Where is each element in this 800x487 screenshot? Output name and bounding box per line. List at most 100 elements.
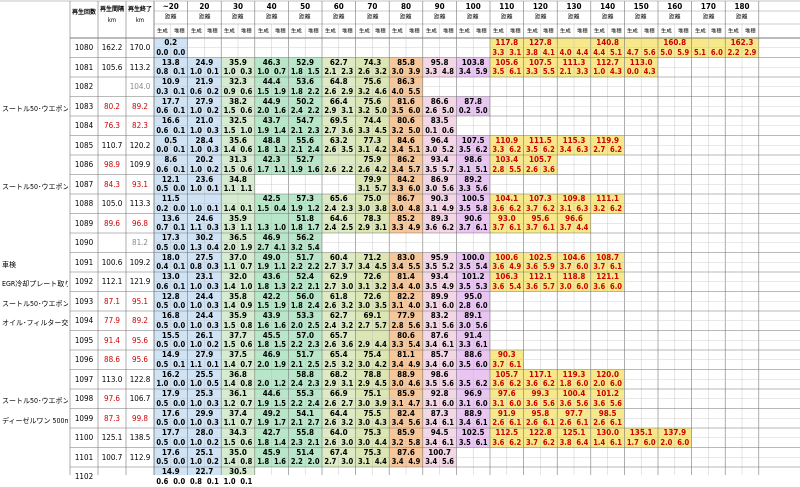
end-value: 113.3 <box>129 199 151 208</box>
distance-value: 43.9 <box>262 311 281 320</box>
accumulated-value: 5.5 <box>408 262 421 272</box>
accumulated-value: 0.7 <box>240 418 253 428</box>
accumulated-value: 6.1 <box>475 418 488 428</box>
interval-value: 87.1 <box>103 296 121 306</box>
generated-value: 2.4 <box>324 203 337 213</box>
generated-value: 3.4 <box>391 418 404 428</box>
generated-value: 1.9 <box>257 418 270 428</box>
distance-value: 42.3 <box>262 155 281 164</box>
accumulated-value: 5.9 <box>677 47 690 57</box>
generated-value: 3.4 <box>358 262 370 272</box>
generated-value: 1.5 <box>257 203 270 213</box>
accumulated-value: 6.0 <box>408 106 421 116</box>
generated-value: 0.2 <box>156 203 169 213</box>
accumulated-value: 1.6 <box>274 106 286 116</box>
accumulated-value: 0.1 <box>240 476 253 486</box>
generated-value: 2.9 <box>358 340 370 350</box>
accumulated-value: 1.5 <box>274 398 286 408</box>
accumulated-value: 5.5 <box>542 67 555 77</box>
distance-value: 28.0 <box>195 428 214 437</box>
accumulated-value: 1.7 <box>274 418 286 428</box>
generated-value: 1.0 <box>190 340 202 350</box>
generated-value: 2.1 <box>290 145 303 155</box>
distance-value: 35.9 <box>229 57 247 67</box>
accumulated-value: 6.2 <box>475 145 488 155</box>
distance-value: 28.4 <box>195 135 214 145</box>
accumulated-value: 2.2 <box>341 164 354 174</box>
accumulated-value: 5.9 <box>475 67 488 77</box>
generated-value: 2.6 <box>526 418 538 428</box>
generated-value: 3.4 <box>425 340 438 350</box>
distance-value: 75.3 <box>363 428 382 437</box>
accumulated-value: 0.0 <box>173 418 186 428</box>
bin-header: 150 <box>633 2 649 11</box>
gen-label: 生成 <box>190 27 202 35</box>
distance-value: 21.0 <box>195 116 214 125</box>
accumulated-value: 1.6 <box>307 164 320 174</box>
acc-label: 堆積 <box>442 27 454 35</box>
generated-value: 2.7 <box>324 125 337 135</box>
generated-value: 3.8 <box>526 47 538 57</box>
generated-value: 3.1 <box>458 164 471 174</box>
accumulated-value: 5.1 <box>475 164 488 174</box>
generated-value: 3.8 <box>559 437 572 447</box>
generated-value: 1.7 <box>626 437 639 447</box>
regen-number: 1099 <box>74 413 94 423</box>
generated-value: 1.9 <box>257 262 270 272</box>
distance-value: 105.7 <box>495 369 519 379</box>
accumulated-value: 4.9 <box>408 457 421 467</box>
generated-value: 3.7 <box>526 223 538 233</box>
generated-value: 1.0 <box>190 379 202 389</box>
accumulated-value: 6.1 <box>576 418 589 428</box>
distance-value: 21.9 <box>195 77 214 86</box>
generated-value: 1.0 <box>190 184 202 194</box>
accumulated-value: 0.3 <box>206 320 219 330</box>
accumulated-value: 6.0 <box>442 301 454 311</box>
generated-value: 0.8 <box>190 476 202 486</box>
row-note: 車検 <box>2 260 16 269</box>
accumulated-value: 6.2 <box>542 145 555 155</box>
accumulated-value: 4.4 <box>374 437 387 447</box>
gen-label: 生成 <box>358 27 370 35</box>
distance-value: 72.6 <box>363 272 382 281</box>
distance-value: 119.3 <box>562 369 586 379</box>
distance-value: 17.7 <box>161 96 180 106</box>
distance-value: 137.9 <box>663 428 687 437</box>
distance-value: 93.0 <box>497 213 516 223</box>
distance-value: 107.3 <box>529 194 552 203</box>
acc-label: 堆積 <box>577 27 588 35</box>
distance-label: 距離 <box>568 13 580 21</box>
generated-value: 0.7 <box>156 223 169 233</box>
distance-value: 64.4 <box>329 408 348 418</box>
accumulated-value: 6.2 <box>475 379 488 389</box>
generated-value: 3.5 <box>526 145 538 155</box>
generated-value: 1.0 <box>223 67 236 77</box>
distance-value: 46.3 <box>262 57 281 67</box>
generated-value: 3.1 <box>458 398 471 408</box>
generated-value: 2.7 <box>324 281 337 291</box>
row-note: ディーゼルワン 500ml <box>2 416 68 425</box>
generated-value: 0.5 <box>156 320 169 330</box>
distance-value: 67.4 <box>329 447 348 457</box>
accumulated-value: 6.1 <box>610 418 622 428</box>
accumulated-value: 5.0 <box>408 125 421 135</box>
distance-label: 距離 <box>400 13 412 21</box>
distance-value: 30.5 <box>229 467 247 476</box>
distance-value: 85.2 <box>397 213 415 223</box>
generated-value: 3.0 <box>425 145 438 155</box>
generated-value: 0.5 <box>156 340 169 350</box>
accumulated-value: 6.0 <box>610 281 622 291</box>
generated-value: 2.7 <box>593 145 606 155</box>
distance-value: 96.6 <box>565 213 583 223</box>
gen-label: 生成 <box>526 27 538 35</box>
generated-value: 3.5 <box>458 203 471 213</box>
distance-value: 81.4 <box>397 272 415 281</box>
accumulated-value: 6.0 <box>576 281 589 291</box>
accumulated-value: 0.1 <box>173 67 186 77</box>
accumulated-value: 0.1 <box>173 223 186 233</box>
distance-value: 88.6 <box>464 350 483 359</box>
accumulated-value: 4.0 <box>408 301 421 311</box>
distance-value: 115.3 <box>562 135 586 145</box>
regen-number: 1101 <box>74 452 94 462</box>
generated-value: 0.8 <box>156 67 169 77</box>
